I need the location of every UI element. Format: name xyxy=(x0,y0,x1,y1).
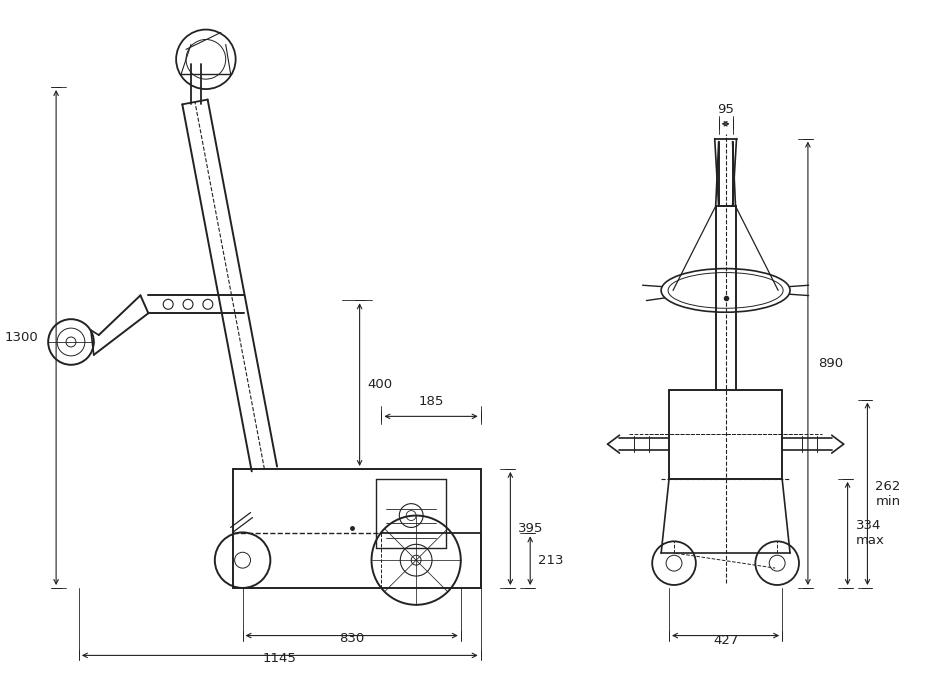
Text: 185: 185 xyxy=(418,396,444,409)
Text: 334
max: 334 max xyxy=(856,520,884,547)
Text: 262
min: 262 min xyxy=(875,479,900,508)
Text: 213: 213 xyxy=(538,554,564,567)
Text: 400: 400 xyxy=(368,378,393,391)
Text: 1145: 1145 xyxy=(263,652,297,665)
Text: 1300: 1300 xyxy=(5,331,38,344)
Text: 95: 95 xyxy=(717,103,734,116)
Text: 427: 427 xyxy=(713,634,738,647)
Text: 890: 890 xyxy=(818,357,842,370)
Text: 830: 830 xyxy=(339,632,364,645)
Text: 395: 395 xyxy=(519,522,544,535)
